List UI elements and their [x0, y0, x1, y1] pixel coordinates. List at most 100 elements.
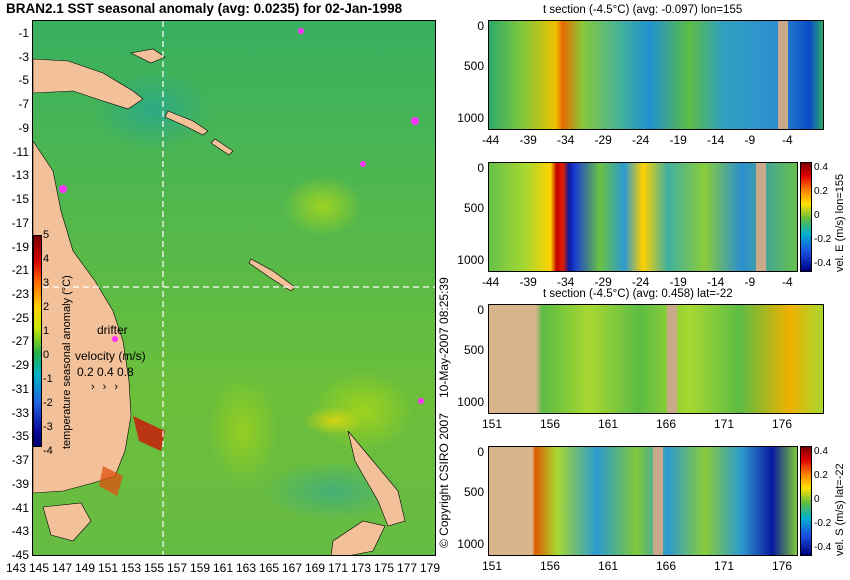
map-y-tick: -7 — [18, 97, 29, 112]
map-colorbar-tick: 2 — [43, 301, 50, 313]
panel-x-tick: 166 — [656, 417, 677, 431]
drifter-marker-1 — [298, 28, 304, 34]
panel-colorbar-tick: -0.4 — [814, 542, 832, 553]
velocity-arrows: ››› — [91, 381, 126, 393]
panel-x-tick: 156 — [540, 417, 561, 431]
map-y-tick: -1 — [18, 26, 29, 40]
map-x-tick: 167 — [282, 561, 303, 575]
map-x-tick: 161 — [213, 561, 234, 575]
map-y-tick: -39 — [11, 476, 29, 491]
panel-colorbar-tick: 0.4 — [814, 446, 828, 457]
map-y-tick: -17 — [11, 215, 29, 230]
seafloor-patch — [667, 305, 677, 413]
map-colorbar-tick: 1 — [43, 325, 50, 337]
panel-x-tick: 171 — [714, 417, 735, 431]
panel-x-tick: -9 — [744, 133, 756, 147]
copyright-stamp: © Copyright CSIRO 2007 — [437, 413, 451, 548]
panel-x-tick: 166 — [656, 559, 677, 573]
seafloor-patch — [778, 21, 788, 129]
map-x-tick: 155 — [144, 561, 165, 575]
map-y-tick: -19 — [11, 239, 29, 254]
map-y-tick: -21 — [11, 263, 29, 278]
land-new-guinea — [33, 58, 144, 110]
map-y-tick: -37 — [11, 453, 29, 468]
panel-y-tick: 0 — [477, 161, 484, 175]
map-y-tick: -43 — [11, 524, 29, 539]
panel-y-tick: 1000 — [457, 537, 484, 551]
map-y-tick: -9 — [18, 120, 29, 135]
panel-x-tick: -29 — [594, 275, 612, 289]
land-australia — [33, 140, 132, 494]
land-nz-north — [347, 430, 406, 527]
map-x-tick: 173 — [351, 561, 372, 575]
panel-y-tick: 1000 — [457, 395, 484, 409]
panel-colorbar-label: vel. S (m/s) lat=-22 — [834, 463, 846, 556]
panel-y-tick: 0 — [477, 303, 484, 317]
panel-x-tick: 151 — [482, 559, 503, 573]
map-y-tick: -29 — [11, 358, 29, 373]
sst-map[interactable]: 5 4 3 2 1 0 -1 -2 -3 -4 temperature seas… — [32, 20, 436, 556]
map-y-tick: -41 — [11, 500, 29, 515]
seafloor-patch — [756, 163, 766, 271]
panel-x-tick: -4 — [782, 133, 793, 147]
panel-x-tick: -24 — [632, 133, 650, 147]
panel-colorbar-tick: -0.2 — [814, 234, 832, 245]
map-x-tick: 153 — [121, 561, 142, 575]
panel-y-tick: 500 — [463, 485, 484, 499]
map-colorbar-tick: -1 — [43, 373, 53, 385]
section-panel-1[interactable] — [488, 162, 798, 272]
panel-y-tick: 1000 — [457, 253, 484, 267]
map-colorbar-label: temperature seasonal anomaly (°C) — [61, 275, 73, 449]
land-tasmania — [42, 502, 92, 542]
map-y-tick: -33 — [11, 405, 29, 420]
date-stamp: 10-May-2007 08:25:39 — [437, 277, 451, 398]
map-colorbar-tick: 3 — [43, 277, 50, 289]
panel-x-tick: 176 — [772, 417, 793, 431]
velocity-label: velocity (m/s) — [75, 349, 146, 363]
section-panel-3[interactable] — [488, 446, 798, 556]
map-x-tick: 165 — [259, 561, 280, 575]
land-solomons-2 — [210, 138, 234, 156]
drifter-marker-4 — [59, 185, 67, 193]
drifter-marker-6 — [418, 398, 424, 404]
map-y-tick: -5 — [18, 73, 29, 88]
panel-colorbar-tick: 0.4 — [814, 162, 828, 173]
map-colorbar-ticks: 5 4 3 2 1 0 -1 -2 -3 -4 — [43, 229, 59, 459]
map-x-tick: 143 — [6, 561, 27, 575]
panel-title: t section (-4.5°C) (avg: -0.097) lon=155 — [543, 4, 743, 16]
map-colorbar — [33, 235, 42, 447]
panel-x-tick: -39 — [519, 275, 537, 289]
panel-colorbar-tick: -0.2 — [814, 518, 832, 529]
section-panel-2[interactable] — [488, 304, 824, 414]
map-y-tick: -25 — [11, 310, 29, 325]
panel-x-tick: 176 — [772, 559, 793, 573]
panel-colorbar-tick: -0.4 — [814, 258, 832, 269]
map-graphics — [33, 21, 435, 555]
map-title: BRAN2.1 SST seasonal anomaly (avg: 0.023… — [6, 1, 403, 16]
panel-colorbar-label: vel. E (m/s) lon=155 — [834, 173, 846, 272]
map-y-tick: -27 — [11, 334, 29, 349]
land-new-caledonia — [248, 258, 296, 292]
section-panel-0[interactable] — [488, 20, 824, 130]
map-y-tick: -23 — [11, 287, 29, 301]
panel-y-tick: 0 — [477, 445, 484, 459]
panel-x-tick: -19 — [669, 275, 687, 289]
map-colorbar-tick: 5 — [43, 229, 50, 241]
map-y-tick: -13 — [11, 168, 29, 183]
panel-x-tick: -24 — [632, 275, 650, 289]
map-colorbar-tick: 0 — [43, 349, 50, 361]
panel-x-tick: -14 — [707, 275, 725, 289]
map-x-tick: 159 — [190, 561, 211, 575]
map-x-tick: 169 — [305, 561, 326, 575]
drifter-label: drifter — [97, 323, 128, 337]
panel-x-tick: -4 — [782, 275, 793, 289]
panel-colorbar — [800, 446, 812, 556]
seafloor-patch — [653, 447, 663, 555]
land-solomons — [164, 110, 209, 136]
map-colorbar-tick: -2 — [43, 397, 53, 409]
panel-x-tick: -44 — [482, 275, 500, 289]
panel-colorbar-tick: 0 — [814, 494, 820, 505]
drifter-marker-5 — [112, 336, 118, 342]
panel-x-tick: 151 — [482, 417, 503, 431]
map-x-tick: 163 — [236, 561, 257, 575]
